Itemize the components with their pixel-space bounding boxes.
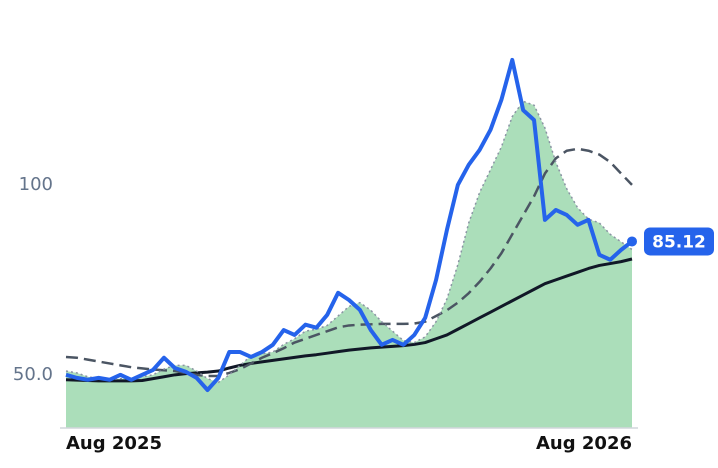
x-tick-label: Aug 2025	[66, 433, 162, 454]
value-badge	[644, 227, 714, 256]
value-label: 85.12	[652, 232, 706, 252]
x-tick-label: Aug 2026	[536, 433, 632, 454]
y-tick-label: 100	[19, 174, 53, 195]
area-fill	[66, 101, 632, 428]
y-tick-label: 50.0	[13, 364, 53, 385]
series-line	[65, 100, 633, 384]
series-line	[65, 57, 634, 393]
last-point	[627, 236, 637, 247]
series-line	[65, 257, 633, 383]
series-line	[65, 147, 633, 378]
